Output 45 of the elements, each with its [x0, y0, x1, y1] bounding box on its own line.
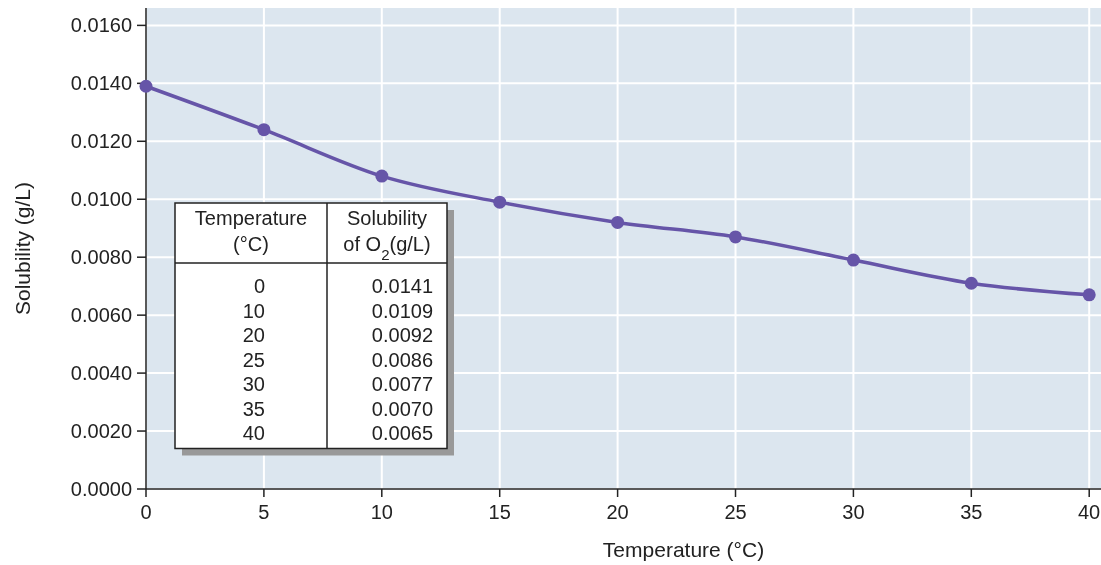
annotation: Temperature (°C): [194, 207, 308, 255]
y-tick-label: 0.0100: [70, 188, 132, 211]
x-tick-label: 40: [1077, 501, 1101, 523]
annotation: Solubility of O$_{2}$(g/L): [343, 207, 431, 263]
y-tick-label: 0.0160: [70, 14, 132, 37]
y-tick-label: 0.0140: [70, 72, 132, 95]
point: [139, 79, 153, 93]
annotation: 0.0070: [371, 397, 433, 420]
x-tick-label: 25: [724, 501, 747, 523]
annotation: 0.0077: [371, 373, 433, 395]
point: [493, 195, 507, 209]
annotation: 30: [242, 373, 265, 395]
y-tick-label: 0.0020: [70, 420, 132, 443]
y-tick-label: 0.0080: [70, 246, 132, 269]
point: [729, 230, 743, 244]
point: [964, 276, 978, 290]
point: [1082, 288, 1096, 302]
point: [611, 215, 625, 229]
y-tick-label: 0.0000: [70, 478, 132, 500]
x-tick-label: 30: [842, 501, 865, 523]
x-axis-title: Temperature (°C): [602, 538, 765, 561]
point: [375, 169, 389, 183]
annotation: 0.0141: [371, 275, 433, 297]
annotation: 0.0086: [371, 348, 433, 371]
annotation: 0: [253, 275, 265, 297]
y-tick-label: 0.0040: [70, 362, 132, 385]
annotation: 35: [242, 397, 265, 420]
x-tick-label: 0: [140, 501, 152, 523]
x-tick-label: 10: [370, 501, 393, 523]
x-tick-label: 5: [258, 501, 270, 523]
annotation: 0.0092: [371, 324, 433, 346]
y-tick-label: 0.0060: [70, 304, 132, 327]
annotation: 10: [242, 299, 265, 322]
y-axis-title: Solubility (g/L): [11, 181, 34, 316]
annotation: 0.0065: [371, 422, 433, 444]
point: [257, 123, 271, 137]
x-tick-label: 20: [606, 501, 629, 523]
point: [846, 253, 860, 267]
annotation: 20: [242, 324, 265, 346]
y-tick-label: 0.0120: [70, 130, 132, 153]
x-tick-label: 15: [488, 501, 511, 523]
annotation: 40: [242, 422, 265, 444]
annotation: 0.0109: [371, 299, 433, 322]
annotation: 25: [242, 348, 265, 371]
x-tick-label: 35: [960, 501, 983, 523]
